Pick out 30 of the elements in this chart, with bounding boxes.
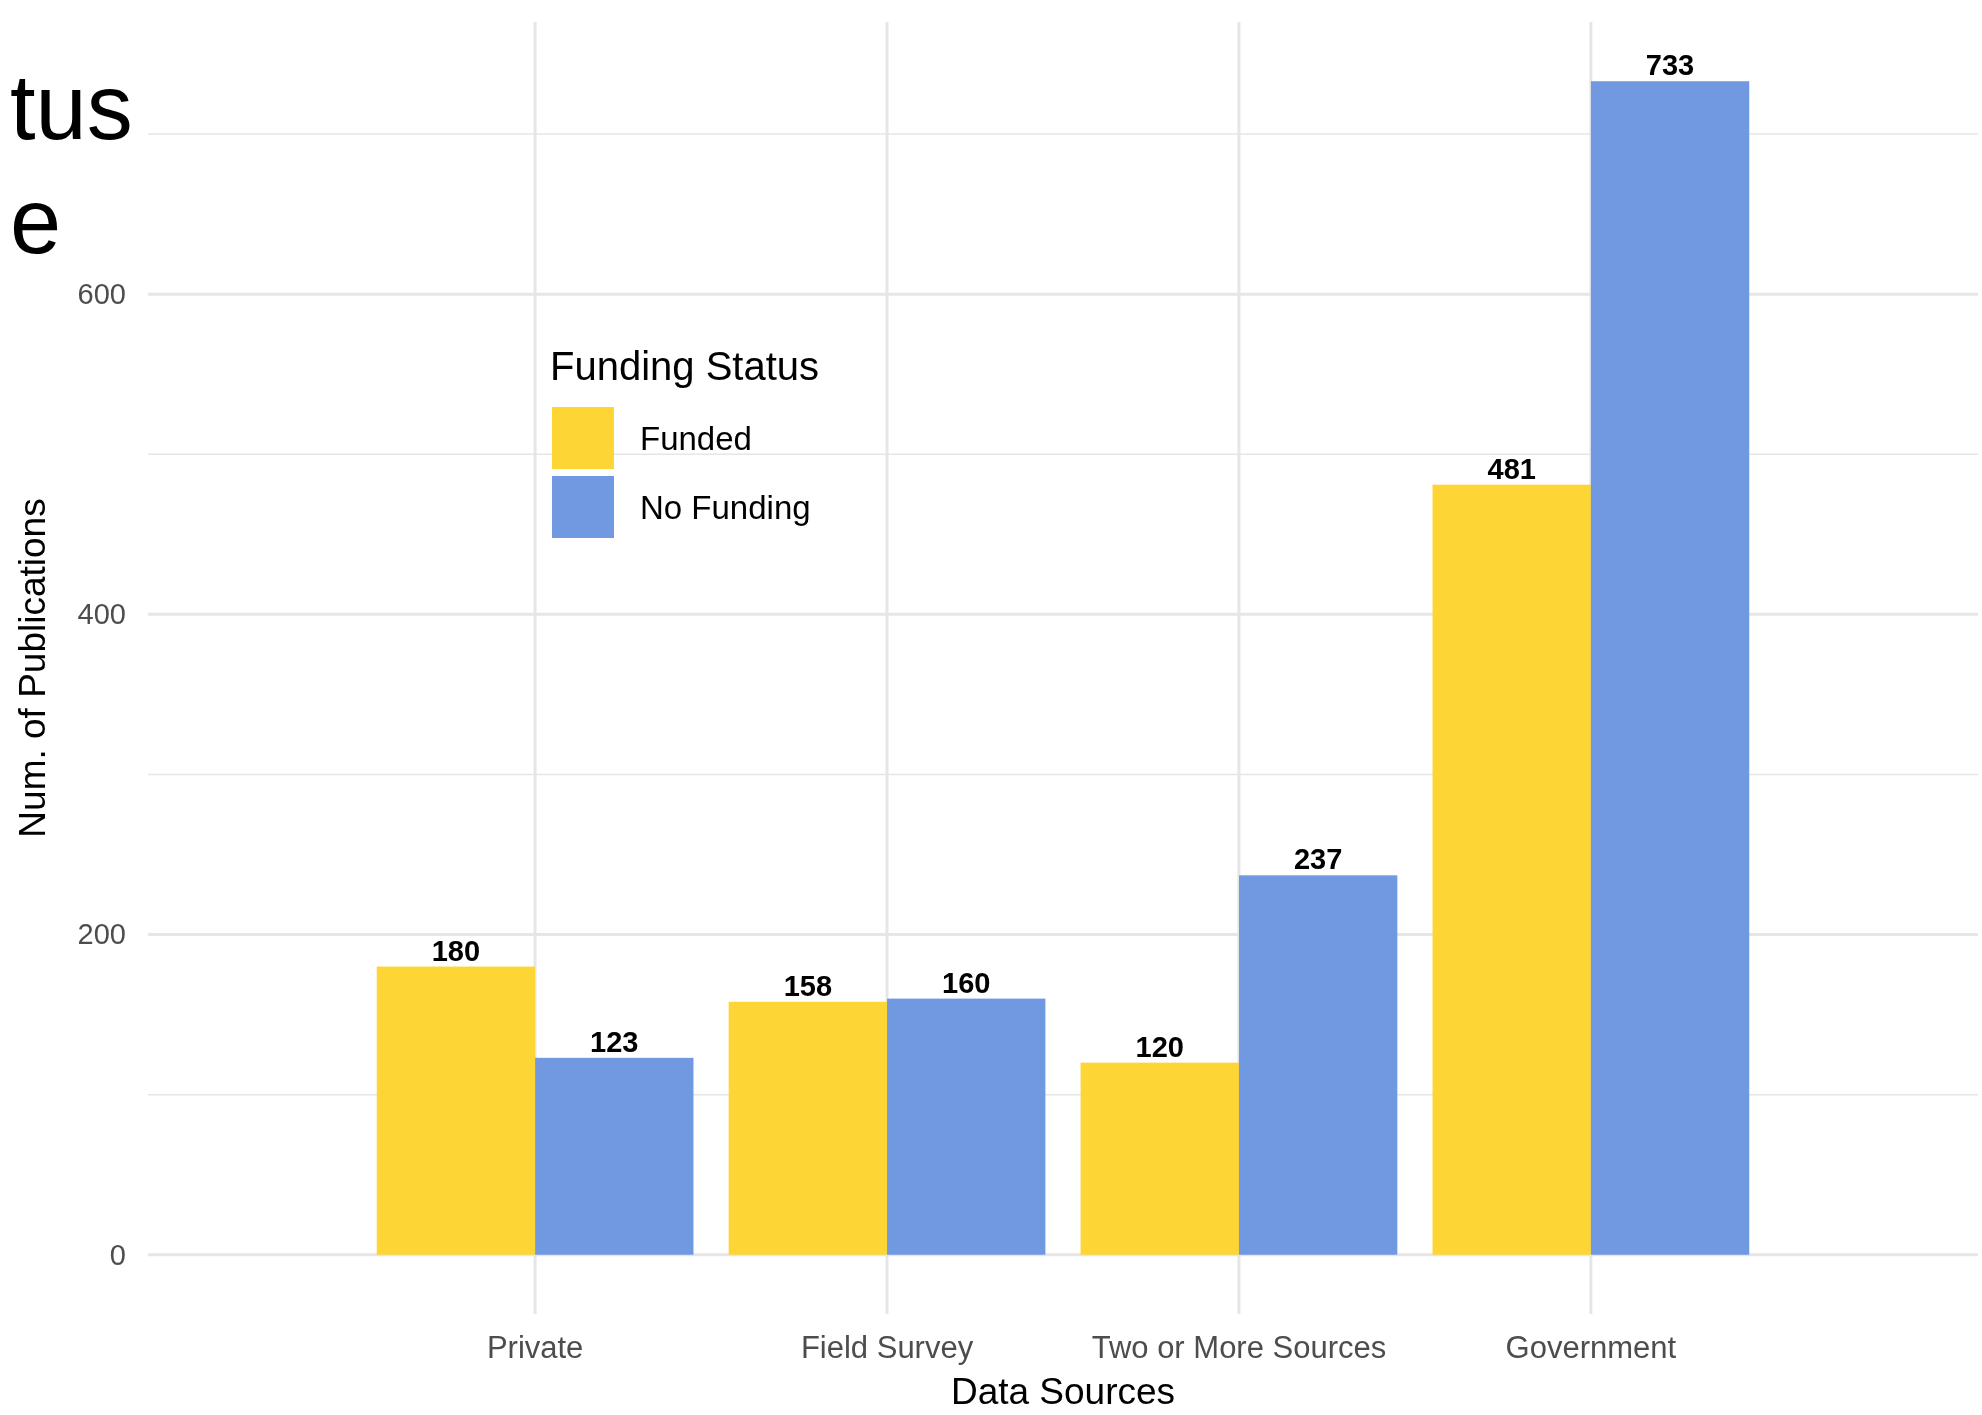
bar bbox=[535, 1057, 694, 1255]
y-tick-label: 400 bbox=[77, 598, 126, 631]
x-tick-label: Government bbox=[1505, 1330, 1677, 1366]
bar bbox=[1432, 484, 1591, 1255]
legend-label: No Funding bbox=[640, 489, 811, 526]
bar bbox=[1590, 81, 1750, 1255]
data-label: 180 bbox=[431, 934, 481, 967]
bar bbox=[1238, 875, 1398, 1255]
bar bbox=[1080, 1062, 1239, 1255]
y-tick-label: 200 bbox=[77, 918, 126, 951]
y-tick-label: 0 bbox=[109, 1238, 126, 1271]
data-label: 237 bbox=[1293, 843, 1343, 876]
y-tick-label: 600 bbox=[77, 277, 126, 310]
data-label: 123 bbox=[590, 1025, 639, 1058]
data-label: 120 bbox=[1135, 1030, 1184, 1063]
y-axis-title: Num. of Publications bbox=[12, 498, 53, 838]
x-axis-title: Data Sources bbox=[950, 1371, 1176, 1412]
data-label: 158 bbox=[783, 969, 833, 1002]
x-tick-label: Two or More Sources bbox=[1091, 1330, 1387, 1366]
legend-title: Funding Status bbox=[550, 344, 820, 388]
data-label: 481 bbox=[1487, 452, 1536, 485]
x-tick-label: Field Survey bbox=[800, 1330, 974, 1366]
x-tick-label: Private bbox=[486, 1330, 584, 1366]
bar bbox=[728, 1001, 888, 1255]
legend-label: Funded bbox=[640, 420, 752, 457]
bar bbox=[376, 966, 536, 1255]
data-label: 733 bbox=[1645, 49, 1695, 82]
text: tus e bbox=[10, 56, 133, 272]
data-label: 160 bbox=[942, 966, 991, 999]
bar bbox=[887, 998, 1046, 1255]
